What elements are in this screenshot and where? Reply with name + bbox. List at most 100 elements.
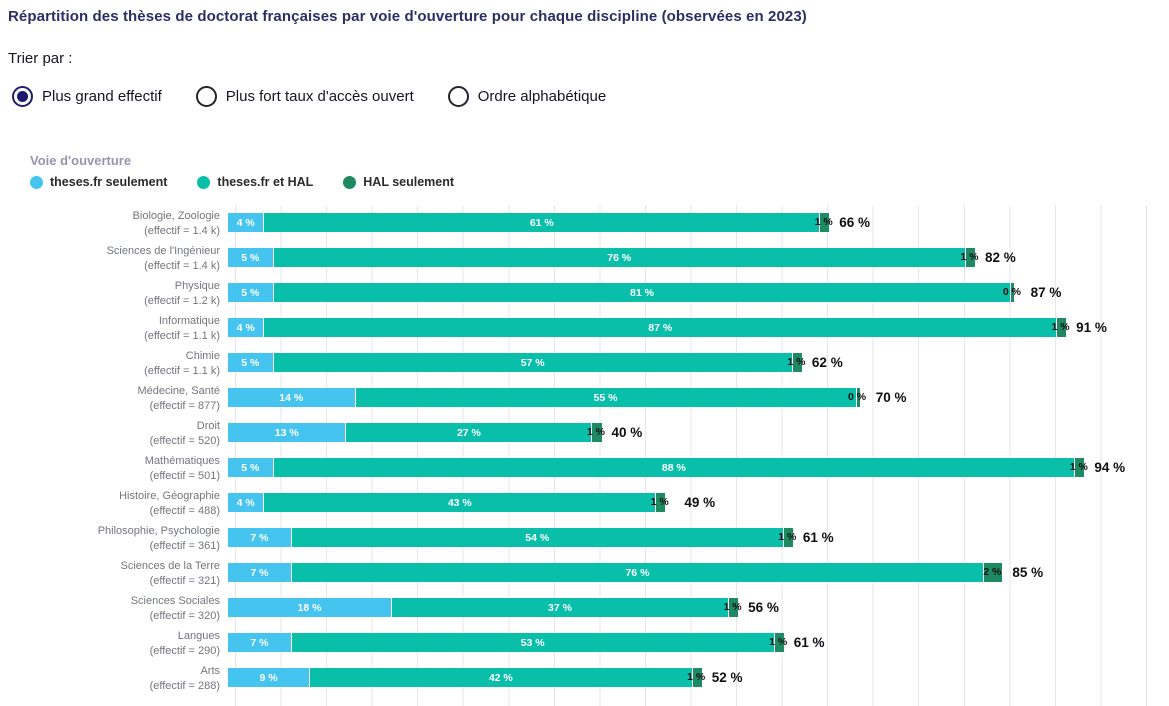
- bar-segment-theses-fr: 7 %: [228, 528, 292, 547]
- chart-row: Médecine, Santé (effectif = 877) 14 % 55 % 0…: [0, 380, 1169, 415]
- bar-segment-hal: [774, 633, 784, 652]
- bar-segment-hal: [1011, 283, 1015, 302]
- category-effectif: (effectif = 288): [149, 679, 220, 692]
- sort-option-label: Plus fort taux d'accès ouvert: [225, 88, 414, 105]
- stacked-bar: 5 % 76 %: [228, 248, 976, 267]
- sort-option-2[interactable]: Ordre alphabétique: [447, 86, 607, 107]
- segment-value-label: 81 %: [630, 286, 654, 299]
- bar-segment-hal: [729, 598, 739, 617]
- bar-segment-theses-fr-et-hal: 61 %: [264, 213, 821, 232]
- bar-track: 7 % 53 % 1 % 61 %: [227, 625, 1169, 660]
- chart-row: Philosophie, Psychologie (effectif = 361)…: [0, 520, 1169, 555]
- legend: theses.fr seulement theses.fr et HAL HAL s…: [30, 175, 454, 189]
- segment-value-label-hal: 2 %: [983, 566, 1002, 578]
- stacked-bar: 4 % 43 %: [228, 493, 666, 512]
- bar-segment-theses-fr-et-hal: 88 %: [273, 458, 1076, 477]
- category-label: Droit (effectif = 520): [0, 415, 227, 450]
- bar-segment-theses-fr: 5 %: [228, 248, 274, 267]
- segment-value-label: 76 %: [625, 566, 650, 579]
- stacked-bar: 4 % 87 %: [228, 318, 1067, 337]
- chart-row: Physique (effectif = 1.2 k) 5 % 81 % 0 % 87 %: [0, 275, 1169, 310]
- category-label: Chimie (effectif = 1.1 k): [0, 345, 227, 380]
- bar-segment-theses-fr: 9 %: [228, 668, 310, 687]
- bar-segment-theses-fr-et-hal: 53 %: [291, 633, 775, 652]
- bar-segment-theses-fr-et-hal: 76 %: [273, 248, 966, 267]
- category-effectif: (effectif = 1.2 k): [144, 294, 220, 307]
- stacked-bar: 18 % 37 %: [228, 598, 739, 617]
- bar-track: 9 % 42 % 1 % 52 %: [227, 660, 1169, 695]
- sort-option-1[interactable]: Plus fort taux d'accès ouvert: [195, 86, 414, 107]
- category-effectif: (effectif = 320): [149, 609, 220, 622]
- category-name: Sciences Sociales: [130, 595, 220, 607]
- bar-track: 18 % 37 % 1 % 56 %: [227, 590, 1169, 625]
- stacked-bar: 5 % 57 %: [228, 353, 802, 372]
- bar-segment-theses-fr: 14 %: [228, 388, 356, 407]
- bar-track: 7 % 76 % 2 % 85 %: [227, 555, 1169, 590]
- legend-item-0[interactable]: theses.fr seulement: [30, 175, 167, 189]
- segment-value-label: 37 %: [548, 601, 572, 614]
- category-effectif: (effectif = 501): [149, 469, 220, 482]
- sort-option-0[interactable]: Plus grand effectif: [12, 86, 162, 107]
- legend-swatch-icon: [197, 175, 211, 189]
- category-effectif: (effectif = 1.4 k): [144, 224, 220, 237]
- bar-segment-theses-fr: 7 %: [228, 563, 292, 582]
- legend-item-2[interactable]: HAL seulement: [343, 175, 454, 189]
- category-name: Physique: [174, 280, 220, 292]
- bar-segment-theses-fr: 18 %: [228, 598, 392, 617]
- total-value-label: 61 %: [793, 635, 825, 650]
- segment-value-label-hal: 1 %: [687, 671, 706, 683]
- category-label: Sciences Sociales (effectif = 320): [0, 590, 227, 625]
- total-value-label: 91 %: [1076, 320, 1107, 335]
- segment-value-label: 14 %: [279, 391, 304, 404]
- chart-row: Chimie (effectif = 1.1 k) 5 % 57 % 1 % 62 %: [0, 345, 1169, 380]
- category-name: Informatique: [158, 315, 220, 327]
- segment-value-label-hal: 1 %: [778, 531, 797, 543]
- category-name: Sciences de l'Ingénieur: [106, 245, 220, 257]
- segment-value-label: 76 %: [607, 251, 632, 264]
- stacked-bar: 4 % 61 %: [228, 213, 830, 232]
- bar-segment-theses-fr-et-hal: 27 %: [346, 423, 593, 442]
- stacked-bar: 13 % 27 %: [228, 423, 602, 442]
- chart-row: Sciences Sociales (effectif = 320) 18 % 37 …: [0, 590, 1169, 625]
- total-value-label: 40 %: [611, 425, 643, 440]
- chart-row: Langues (effectif = 290) 7 % 53 % 1 % 61 %: [0, 625, 1169, 660]
- segment-value-label: 5 %: [241, 286, 260, 299]
- category-effectif: (effectif = 361): [149, 539, 220, 552]
- category-name: Sciences de la Terre: [120, 560, 220, 572]
- total-value-label: 62 %: [811, 355, 843, 370]
- category-effectif: (effectif = 488): [149, 504, 220, 517]
- radio-unselected-icon[interactable]: [195, 86, 217, 107]
- segment-value-label: 43 %: [447, 496, 472, 509]
- radio-selected-icon[interactable]: [12, 86, 33, 107]
- bar-segment-theses-fr-et-hal: 42 %: [309, 668, 693, 687]
- bar-segment-theses-fr: 4 %: [228, 318, 265, 337]
- category-effectif: (effectif = 321): [149, 574, 220, 587]
- category-name: Langues: [177, 630, 220, 642]
- category-name: Histoire, Géographie: [119, 490, 220, 502]
- bar-track: 4 % 61 % 1 % 66 %: [227, 205, 1169, 240]
- category-name: Médecine, Santé: [137, 385, 220, 397]
- total-value-label: 49 %: [684, 495, 716, 510]
- legend-item-1[interactable]: theses.fr et HAL: [197, 175, 313, 189]
- bar-segment-theses-fr: 5 %: [228, 283, 274, 302]
- bar-segment-theses-fr-et-hal: 54 %: [291, 528, 784, 547]
- category-label: Mathématiques (effectif = 501): [0, 450, 227, 485]
- category-label: Philosophie, Psychologie (effectif = 361): [0, 520, 227, 555]
- segment-value-label-hal: 1 %: [1069, 461, 1088, 473]
- total-value-label: 61 %: [802, 530, 834, 545]
- radio-unselected-icon[interactable]: [447, 86, 469, 107]
- category-label: Biologie, Zoologie (effectif = 1.4 k): [0, 205, 227, 240]
- stacked-bar: 5 % 81 %: [228, 283, 1015, 302]
- segment-value-label: 54 %: [525, 531, 550, 544]
- bar-segment-theses-fr-et-hal: 55 %: [355, 388, 857, 407]
- bar-track: 14 % 55 % 0 % 70 %: [227, 380, 1169, 415]
- category-label: Médecine, Santé (effectif = 877): [0, 380, 227, 415]
- total-value-label: 94 %: [1094, 460, 1126, 475]
- bar-track: 5 % 88 % 1 % 94 %: [227, 450, 1169, 485]
- segment-value-label: 57 %: [520, 356, 545, 369]
- segment-value-label: 5 %: [241, 251, 260, 264]
- radio-dot: [17, 91, 28, 102]
- segment-value-label: 88 %: [661, 461, 686, 474]
- segment-value-label: 4 %: [236, 321, 255, 334]
- sort-option-label: Ordre alphabétique: [477, 88, 607, 105]
